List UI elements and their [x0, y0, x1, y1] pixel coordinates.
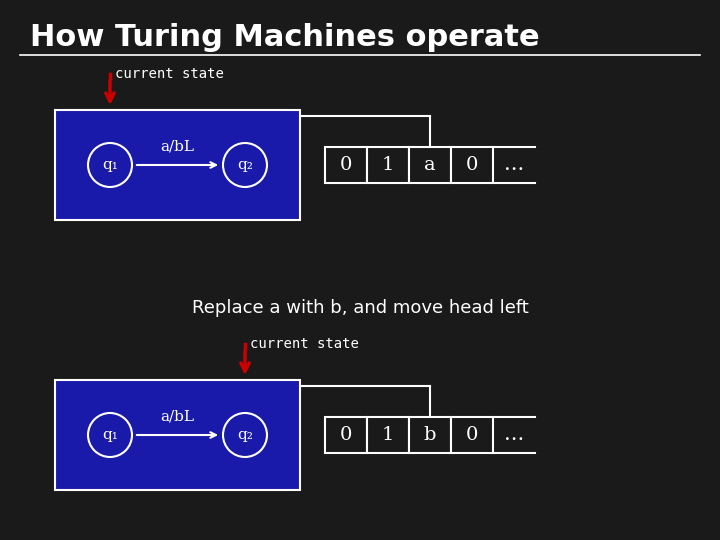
- Bar: [367, 147, 409, 183]
- Text: q₂: q₂: [237, 158, 253, 172]
- Text: How Turing Machines operate: How Turing Machines operate: [30, 24, 539, 52]
- Bar: [325, 417, 367, 453]
- Text: a/bL: a/bL: [161, 140, 194, 154]
- Text: q₁: q₁: [102, 158, 118, 172]
- Bar: [451, 417, 493, 453]
- Text: Replace a with b, and move head left: Replace a with b, and move head left: [192, 299, 528, 317]
- Text: 1: 1: [382, 156, 394, 174]
- Text: ...: ...: [504, 426, 524, 444]
- FancyBboxPatch shape: [55, 110, 300, 220]
- Text: a: a: [424, 156, 436, 174]
- Text: ...: ...: [504, 156, 524, 174]
- Bar: [367, 417, 409, 453]
- Bar: [451, 147, 493, 183]
- Text: 0: 0: [466, 156, 478, 174]
- Text: a/bL: a/bL: [161, 410, 194, 424]
- Text: 0: 0: [340, 426, 352, 444]
- Text: current state: current state: [115, 67, 224, 81]
- Text: q₁: q₁: [102, 428, 118, 442]
- Text: current state: current state: [250, 337, 359, 351]
- Bar: [409, 417, 451, 453]
- Text: 0: 0: [340, 156, 352, 174]
- Text: 1: 1: [382, 426, 394, 444]
- FancyBboxPatch shape: [55, 380, 300, 490]
- Text: q₂: q₂: [237, 428, 253, 442]
- Text: b: b: [424, 426, 436, 444]
- Bar: [325, 147, 367, 183]
- Text: 0: 0: [466, 426, 478, 444]
- Bar: [409, 147, 451, 183]
